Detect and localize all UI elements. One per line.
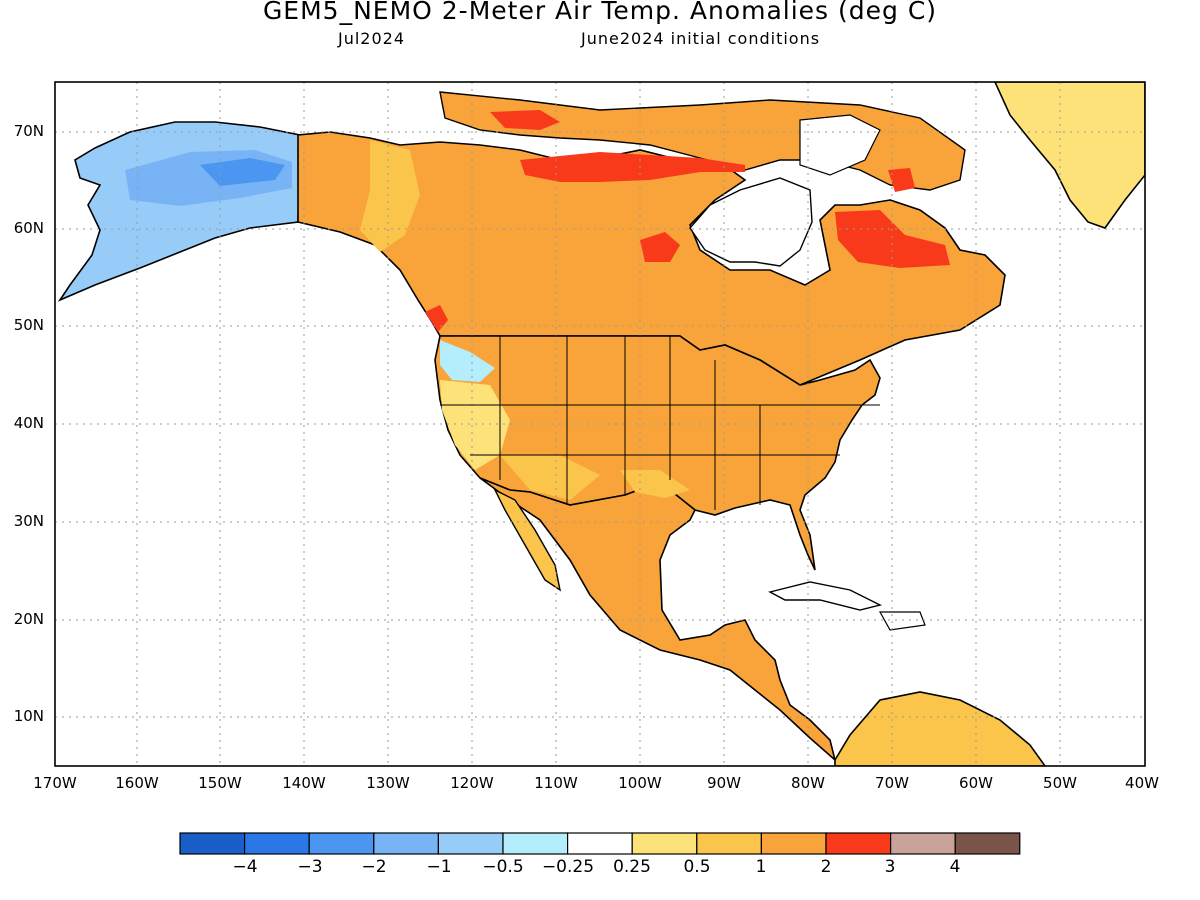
colorbar-label: −0.25 <box>541 857 595 877</box>
lon-label-100w: 100W <box>618 774 662 792</box>
lon-label-130w: 130W <box>366 774 410 792</box>
southwest-warm <box>500 455 600 500</box>
colorbar-label: −2 <box>361 857 387 877</box>
hot-arctic-band <box>520 152 745 182</box>
lon-label-160w: 160W <box>115 774 159 792</box>
hot-baffin <box>888 168 915 192</box>
greenland-region <box>994 82 1145 229</box>
alaska-cool-min <box>200 158 285 186</box>
colorbar <box>179 832 1021 855</box>
lat-label-30n: 30N <box>13 512 44 530</box>
colorbar-swatch <box>244 832 310 855</box>
colorbar-label: 2 <box>820 857 832 877</box>
lat-label-70n: 70N <box>13 122 44 140</box>
colorbar-label: 1 <box>755 857 767 877</box>
lat-label-20n: 20N <box>13 610 44 628</box>
hudson-bay <box>689 177 813 267</box>
south-america-region <box>834 691 1046 766</box>
initial-conditions-label: June2024 initial conditions <box>581 29 821 48</box>
colorbar-label: 3 <box>884 857 896 877</box>
hot-north-island <box>490 110 560 130</box>
map-title: GEM5_NEMO 2-Meter Air Temp. Anomalies (d… <box>262 0 938 25</box>
grid-lines <box>55 82 1145 766</box>
map-frame <box>54 81 1146 767</box>
hot-nunavut <box>640 232 680 262</box>
colorbar-label: −1 <box>426 857 452 877</box>
political-boundaries <box>297 135 880 510</box>
colorbar-swatch <box>889 832 956 855</box>
colorbar-swatch <box>437 832 504 855</box>
hot-bc-coast <box>425 305 448 332</box>
colorbar-swatch <box>760 832 827 855</box>
colorbar-label: −4 <box>232 857 258 877</box>
colorbar-swatch <box>502 832 569 855</box>
colorbar-label: 0.25 <box>613 857 651 877</box>
colorbar-label: −0.5 <box>482 857 524 877</box>
colorbar-swatch <box>308 832 375 855</box>
valid-month-label: Jul2024 <box>338 29 406 48</box>
lon-label-120w: 120W <box>450 774 494 792</box>
colorbar-label: −3 <box>297 857 323 877</box>
lat-label-40n: 40N <box>13 414 44 432</box>
mexico-warm-band <box>620 470 690 498</box>
lon-label-50w: 50W <box>1043 774 1077 792</box>
lat-label-10n: 10N <box>13 707 44 725</box>
lon-label-140w: 140W <box>282 774 326 792</box>
west-coast-cool <box>440 340 495 382</box>
lon-label-70w: 70W <box>875 774 909 792</box>
colorbar-swatch <box>825 832 892 855</box>
west-coast-warm <box>440 380 510 470</box>
warm-yukon <box>360 140 420 252</box>
colorbar-swatch <box>179 832 246 855</box>
lat-label-60n: 60N <box>13 219 44 237</box>
colorbar-swatch <box>631 832 698 855</box>
hot-quebec <box>835 210 950 268</box>
cuba <box>768 581 883 611</box>
lon-label-90w: 90W <box>707 774 741 792</box>
lon-label-110w: 110W <box>534 774 578 792</box>
lon-label-60w: 60W <box>959 774 993 792</box>
colorbar-label: 4 <box>949 857 961 877</box>
lon-label-40w: 40W <box>1125 774 1159 792</box>
colorbar-swatch <box>566 832 633 855</box>
lat-label-50n: 50N <box>13 316 44 334</box>
baffin-bay <box>799 114 881 176</box>
alaska-region <box>57 121 301 302</box>
hispaniola <box>878 611 926 631</box>
lon-label-170w: 170W <box>33 774 77 792</box>
colorbar-swatch <box>373 832 439 855</box>
mexico-region <box>479 477 837 763</box>
colorbar-swatch <box>696 832 762 855</box>
lon-label-80w: 80W <box>791 774 825 792</box>
lon-label-150w: 150W <box>198 774 242 792</box>
colorbar-swatch <box>954 832 1021 855</box>
colorbar-label: 0.5 <box>683 857 711 877</box>
